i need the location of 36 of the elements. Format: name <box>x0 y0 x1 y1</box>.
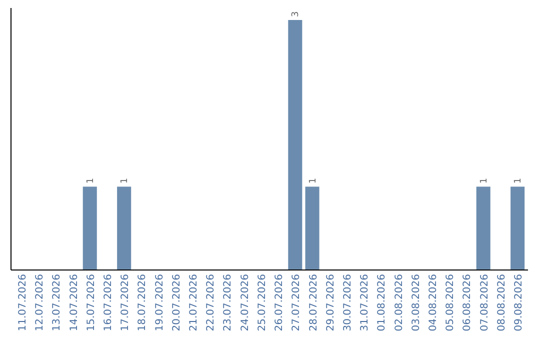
x-tick-label: 14.07.2026 <box>68 274 80 332</box>
x-tick-label: 24.07.2026 <box>240 274 251 332</box>
x-tick-label: 15.07.2026 <box>86 274 97 332</box>
x-tick-label: 19.07.2026 <box>154 274 166 332</box>
x-tick-label: 07.08.2026 <box>479 274 490 332</box>
x-tick-label: 09.08.2026 <box>514 274 525 332</box>
x-tick-label: 22.07.2026 <box>206 274 217 332</box>
x-tick-label: 13.07.2026 <box>52 274 63 332</box>
x-tick-label: 11.07.2026 <box>17 274 28 332</box>
x-tick-label: 25.07.2026 <box>256 274 268 332</box>
x-tick-label: 21.07.2026 <box>188 274 200 332</box>
data-label: 1 <box>120 178 130 184</box>
x-tick-label: 28.07.2026 <box>308 274 320 332</box>
x-tick-label: 03.08.2026 <box>410 274 422 332</box>
x-tick-label: 18.07.2026 <box>137 274 148 332</box>
x-tick-label: 06.08.2026 <box>462 274 474 332</box>
x-tick-label: 01.08.2026 <box>376 274 388 332</box>
x-tick-label: 23.07.2026 <box>222 274 234 332</box>
x-tick-label: 26.07.2026 <box>274 274 286 332</box>
x-tick-label: 27.07.2026 <box>291 274 302 332</box>
x-tick-label: 12.07.2026 <box>34 274 46 332</box>
x-tick-label: 17.07.2026 <box>120 274 132 332</box>
data-label: 1 <box>308 178 318 184</box>
x-tick-label: 20.07.2026 <box>171 274 182 332</box>
x-tick-label: 16.07.2026 <box>102 274 114 332</box>
x-tick-label: 02.08.2026 <box>394 274 405 332</box>
x-tick-label: 30.07.2026 <box>342 274 354 332</box>
data-label: 3 <box>291 11 302 17</box>
data-label: 1 <box>514 178 524 184</box>
data-label: 1 <box>86 178 96 184</box>
data-label: 1 <box>479 178 490 184</box>
x-tick-label: 05.08.2026 <box>445 274 456 332</box>
x-tick-label: 04.08.2026 <box>428 274 440 332</box>
x-tick-label: 08.08.2026 <box>496 274 508 332</box>
x-tick-label: 31.07.2026 <box>360 274 371 332</box>
x-tick-label: 29.07.2026 <box>325 274 336 332</box>
